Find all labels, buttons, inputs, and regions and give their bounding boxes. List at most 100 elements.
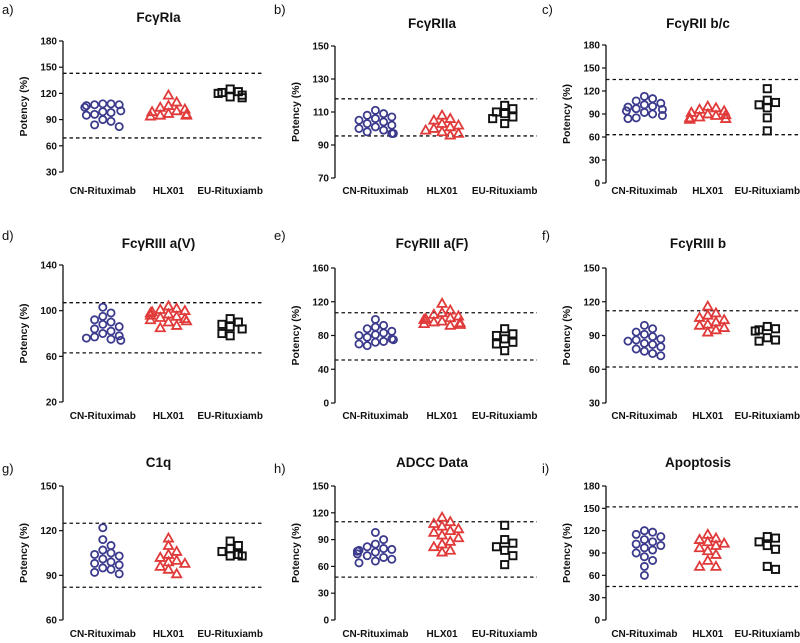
panel-title: Apoptosis [665, 455, 731, 470]
data-point [701, 325, 714, 337]
data-point [508, 112, 518, 122]
data-point [762, 321, 772, 332]
data-point [754, 100, 764, 110]
data-point [491, 330, 502, 341]
data-point [631, 548, 641, 558]
data-point [508, 329, 518, 339]
x-category-label: EU-Rituxiamb [734, 411, 800, 422]
x-category-label: EU-Rituxiamb [734, 629, 800, 640]
data-point [98, 523, 108, 533]
data-point [693, 110, 706, 122]
data-point [106, 326, 116, 336]
data-point [162, 88, 175, 100]
panel-label: f) [542, 228, 550, 243]
y-tick-label: 100 [40, 306, 57, 317]
data-point [701, 107, 714, 119]
data-point [770, 533, 781, 543]
data-point [379, 328, 389, 338]
series-hlx01 [144, 88, 193, 121]
x-category-label: CN-Rituximab [70, 629, 136, 640]
data-point [98, 107, 108, 117]
data-point [217, 319, 227, 329]
data-point [144, 308, 157, 320]
series-cn-rituximab [621, 91, 667, 124]
data-point [114, 331, 124, 341]
y-tick-label: 0 [594, 179, 600, 190]
y-tick-label: 150 [312, 482, 329, 493]
data-point [114, 569, 124, 579]
data-point [225, 92, 235, 102]
data-point [639, 338, 649, 348]
data-point [98, 115, 108, 125]
x-category-label: HLX01 [692, 186, 724, 197]
data-point [98, 554, 108, 564]
series-hlx01 [144, 299, 193, 333]
data-point [427, 122, 441, 133]
data-point [90, 567, 100, 577]
data-point [379, 320, 389, 330]
data-point [106, 564, 116, 574]
x-category-label: HLX01 [426, 411, 458, 422]
data-point [709, 109, 723, 120]
data-point [154, 108, 167, 120]
data-point [762, 561, 772, 571]
series-cn-rituximab [354, 314, 398, 351]
data-point [170, 554, 183, 565]
panel-c: c) FcγRII b/c Potency (%) 0 30 60 90 120 150 180 C… [542, 2, 800, 197]
data-point [639, 100, 649, 110]
data-point [388, 128, 398, 138]
data-point [106, 116, 116, 126]
data-point [427, 315, 441, 327]
data-point [370, 527, 380, 537]
data-point [98, 545, 108, 555]
x-category-label: EU-Rituxiamb [472, 411, 538, 422]
data-point [233, 541, 243, 551]
data-point [90, 549, 100, 559]
data-point [98, 99, 108, 109]
data-point [435, 297, 449, 308]
panel-title: FcγRIII a(V) [122, 236, 196, 251]
series-eu-rituxiamb [750, 321, 781, 346]
data-point [508, 104, 518, 114]
data-point [639, 570, 649, 580]
y-tick-label: 20 [46, 398, 58, 409]
x-category-label: CN-Rituximab [342, 186, 408, 197]
data-point [370, 114, 380, 124]
y-tick-label: 180 [583, 41, 600, 52]
data-point [379, 125, 389, 135]
data-point [648, 537, 658, 547]
y-axis-label: Potency (%) [561, 84, 573, 144]
data-point [770, 324, 781, 334]
panel-e: e) FcγRIII a(F) Potency (%) 0 40 80 120 160 CN-R… [274, 228, 537, 422]
x-category-label: EU-Rituxiamb [472, 629, 538, 640]
data-point [225, 314, 235, 324]
data-point [639, 561, 649, 571]
y-tick-label: 90 [318, 535, 330, 546]
data-point [435, 545, 449, 557]
y-tick-label: 90 [589, 331, 601, 342]
y-tick-label: 30 [589, 399, 601, 410]
series-eu-rituxiamb [217, 536, 247, 561]
x-category-label: EU-Rituxiamb [472, 186, 538, 197]
y-tick-label: 150 [583, 264, 600, 275]
y-tick-label: 120 [583, 297, 600, 308]
data-point [693, 541, 706, 553]
y-tick-label: 60 [46, 352, 58, 363]
data-point [444, 543, 457, 555]
y-tick-label: 130 [312, 75, 329, 86]
panel-title: ADCC Data [396, 455, 469, 470]
data-point [648, 324, 658, 334]
y-tick-label: 60 [318, 562, 330, 573]
x-category-label: EU-Rituxiamb [197, 186, 263, 197]
series-eu-rituxiamb [488, 100, 518, 129]
data-point [648, 348, 658, 358]
data-point [379, 544, 389, 554]
data-point [452, 531, 465, 543]
series-cn-rituximab [354, 105, 398, 138]
y-tick-label: 120 [40, 526, 57, 537]
data-point [500, 545, 510, 555]
data-point [388, 335, 398, 345]
data-point [762, 126, 772, 136]
data-point [709, 323, 723, 335]
data-point [387, 554, 397, 564]
